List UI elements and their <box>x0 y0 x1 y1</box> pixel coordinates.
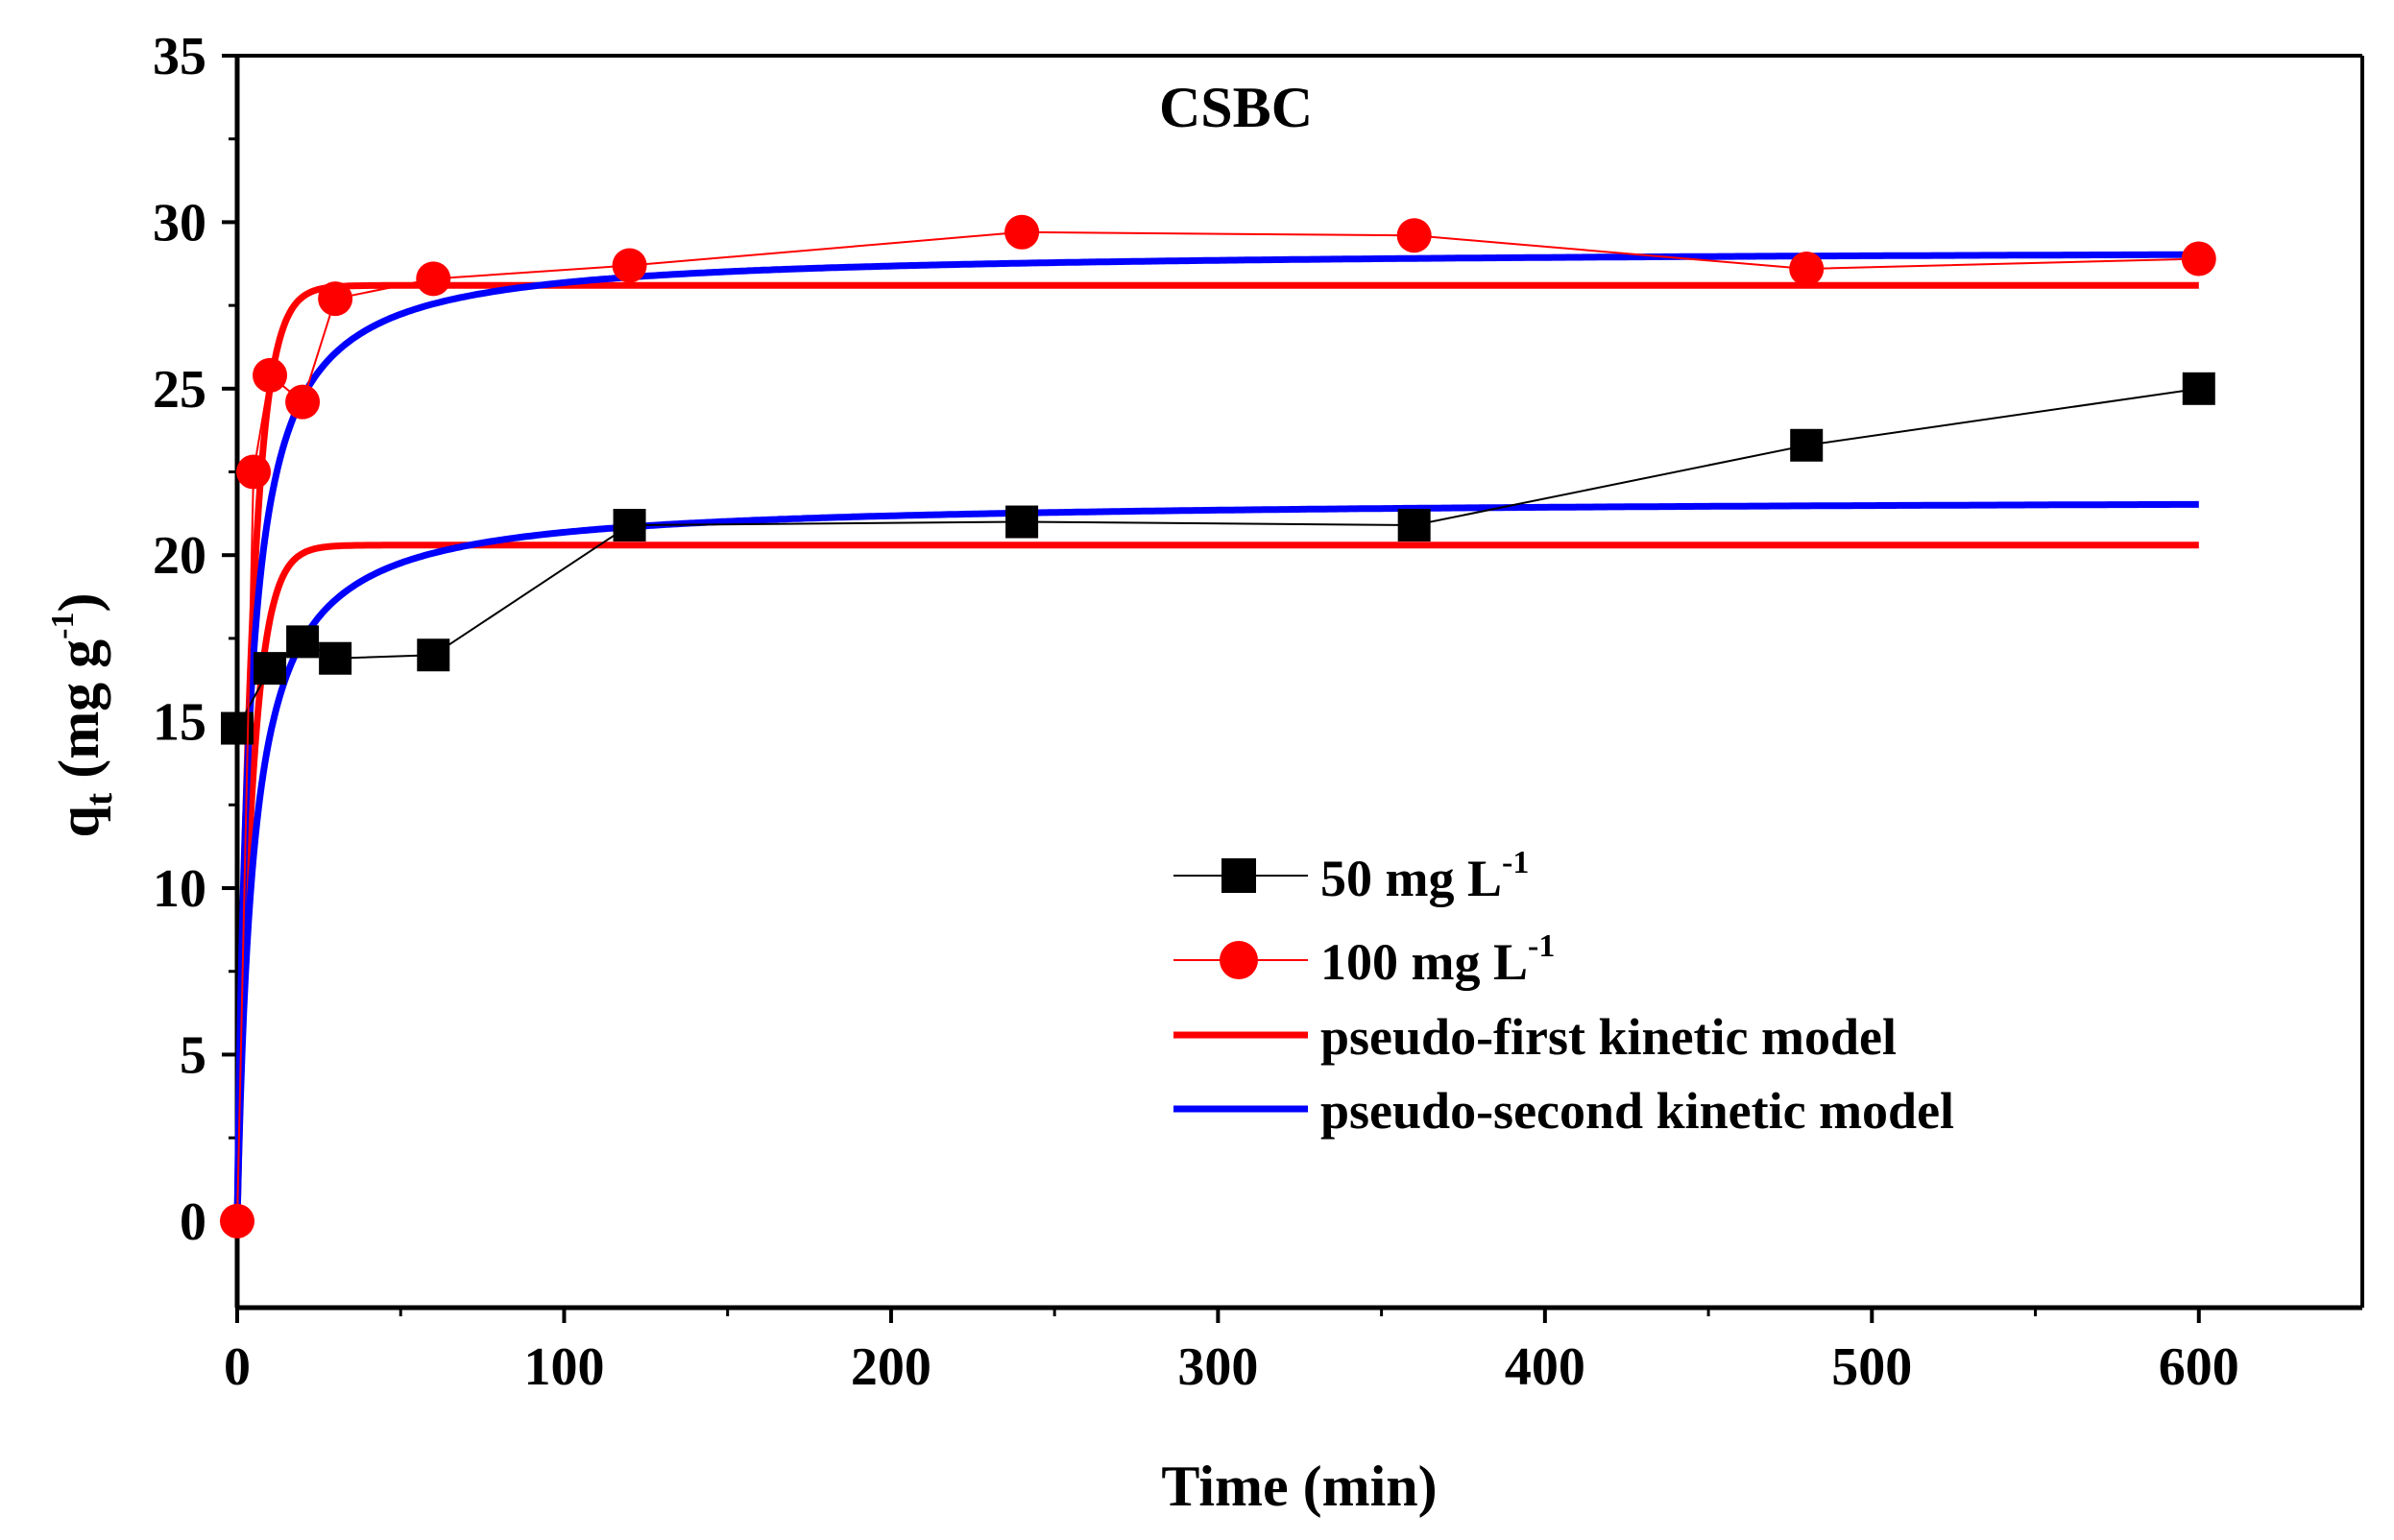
legend-label-50-text: 50 mg L <box>1320 850 1502 907</box>
y-tick-label: 20 <box>153 526 206 586</box>
tick-labels: 0 100 200 300 400 500 600 0 5 10 15 20 25 30 35 <box>153 27 2239 1397</box>
x-tick-label: 200 <box>851 1337 931 1397</box>
legend-item-pso: pseudo-second kinetic model <box>1173 1082 1954 1140</box>
data-point-circle <box>416 261 451 297</box>
legend-item-100: 100 mg L-1 <box>1173 928 1555 991</box>
legend-label-100: 100 mg L-1 <box>1320 928 1555 991</box>
x-axis-title: Time (min) <box>1161 1455 1437 1518</box>
y-axis-symbol: q <box>47 806 110 837</box>
data-point-circle <box>220 1203 254 1239</box>
y-axis-subscript: t <box>77 792 120 806</box>
data-point-square <box>286 625 320 659</box>
x-tick-label: 400 <box>1505 1337 1585 1397</box>
x-tick-label: 500 <box>1831 1337 1912 1397</box>
data-point-circle <box>1396 218 1432 253</box>
legend: 50 mg L-1 100 mg L-1 pseudo-first kineti… <box>1173 845 1954 1140</box>
data-point-square <box>417 638 450 672</box>
model-curves <box>233 251 2199 1221</box>
legend-label-50-sup: -1 <box>1502 845 1529 880</box>
series-line-0 <box>236 387 2199 730</box>
series-line-1 <box>236 230 2199 1221</box>
y-axis-units: (mg g <box>47 639 110 793</box>
x-tick-label: 100 <box>523 1337 604 1397</box>
y-tick-label: 35 <box>153 27 206 86</box>
y-tick-label: 5 <box>180 1025 206 1085</box>
legend-label-100-sup: -1 <box>1528 928 1555 964</box>
y-axis-title: qt (mg g-1) <box>45 593 120 838</box>
data-series <box>220 214 2216 1239</box>
plot-frame <box>234 54 2364 1311</box>
y-axis-superscript: -1 <box>45 612 81 638</box>
y-tick-label: 10 <box>153 859 206 919</box>
data-point-square <box>1005 505 1039 539</box>
legend-label-100-text: 100 mg L <box>1320 933 1528 991</box>
pso-curve-1 <box>233 251 2199 1221</box>
legend-label-50: 50 mg L-1 <box>1320 845 1529 907</box>
data-point-circle <box>1789 251 1825 286</box>
data-point-square <box>319 641 352 675</box>
legend-label-pso: pseudo-second kinetic model <box>1320 1082 1954 1140</box>
legend-marker-square <box>1221 858 1256 893</box>
data-point-circle <box>1004 214 1040 250</box>
data-point-circle <box>253 357 288 393</box>
y-tick-label: 0 <box>180 1192 206 1252</box>
legend-item-50: 50 mg L-1 <box>1173 845 1529 907</box>
y-tick-label: 15 <box>153 693 206 753</box>
data-point-circle <box>2181 241 2216 277</box>
data-point-square <box>613 509 646 541</box>
y-tick-label: 30 <box>153 193 206 253</box>
legend-marker-circle <box>1220 941 1258 979</box>
data-point-circle <box>236 454 272 490</box>
data-point-square <box>2182 372 2215 405</box>
y-tick-label: 25 <box>153 360 206 420</box>
data-point-square <box>1790 428 1824 462</box>
data-point-square <box>1397 509 1431 541</box>
pso-curve-0 <box>233 500 2199 1221</box>
data-point-circle <box>318 281 353 317</box>
x-tick-label: 300 <box>1177 1337 1258 1397</box>
x-tick-label: 600 <box>2159 1337 2239 1397</box>
x-tick-label: 0 <box>224 1337 251 1397</box>
legend-label-pfo: pseudo-first kinetic model <box>1320 1008 1897 1066</box>
data-point-circle <box>285 384 321 420</box>
chart-title: CSBC <box>1159 76 1313 139</box>
y-axis-close: ) <box>47 593 110 613</box>
data-point-circle <box>612 248 647 283</box>
pfo-curve-1 <box>233 281 2199 1221</box>
data-point-square <box>254 652 287 686</box>
legend-item-pfo: pseudo-first kinetic model <box>1173 1008 1897 1066</box>
